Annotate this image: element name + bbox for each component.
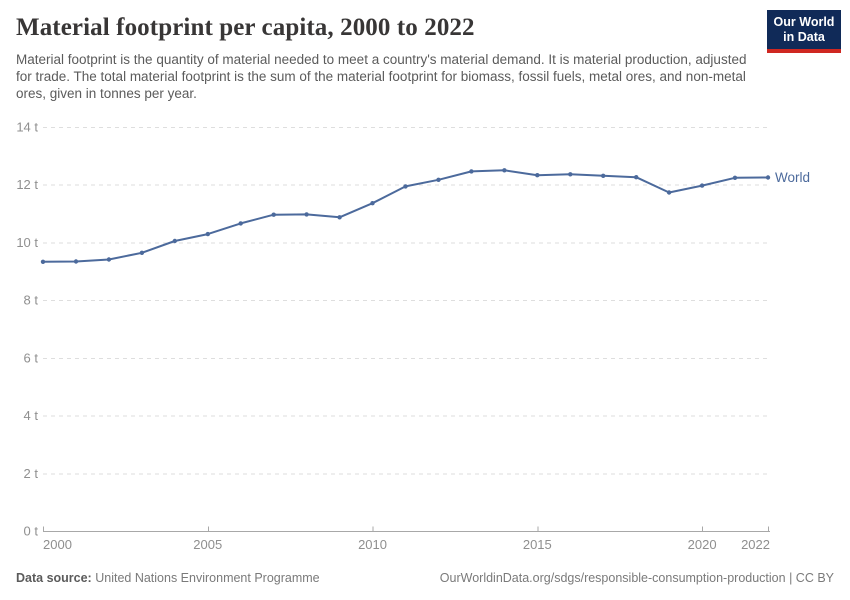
y-tick-label: 14 t bbox=[16, 120, 38, 135]
chart-footer: Data source: United Nations Environment … bbox=[16, 571, 834, 585]
data-point-marker bbox=[40, 259, 46, 264]
y-tick-label: 10 t bbox=[16, 235, 38, 250]
data-point-marker bbox=[106, 257, 112, 262]
x-tick-label: 2000 bbox=[43, 537, 72, 552]
data-point-marker bbox=[238, 221, 243, 226]
y-tick-label: 8 t bbox=[24, 293, 39, 308]
data-point-marker bbox=[568, 172, 573, 177]
x-tick-label: 2010 bbox=[358, 537, 387, 552]
y-tick-label: 12 t bbox=[16, 177, 38, 192]
chart-subtitle: Material footprint is the quantity of ma… bbox=[16, 52, 747, 102]
x-tick-label: 2005 bbox=[193, 537, 222, 552]
data-point-marker bbox=[502, 168, 507, 173]
x-tick-label: 2020 bbox=[688, 537, 717, 552]
x-tick-label: 2022 bbox=[741, 537, 770, 552]
data-point-marker bbox=[370, 201, 375, 206]
data-point-marker bbox=[205, 231, 210, 237]
page-title: Material footprint per capita, 2000 to 2… bbox=[16, 14, 475, 41]
data-point-marker bbox=[304, 212, 309, 217]
line-chart: 0 t 2 t 4 t 6 t 8 t 10 t 12 t 14 t 2000 2005 2010 2… bbox=[16, 120, 810, 553]
attribution: OurWorldinData.org/sdgs/responsible-cons… bbox=[440, 571, 834, 585]
attribution-divider: | bbox=[789, 571, 793, 585]
owid-logo[interactable]: Our World in Data bbox=[767, 10, 841, 53]
series-end-label: World bbox=[775, 170, 810, 185]
owid-logo-line2: in Data bbox=[783, 29, 825, 44]
y-tick-label: 4 t bbox=[24, 408, 39, 423]
data-point-marker bbox=[732, 175, 738, 180]
data-point-marker bbox=[337, 215, 342, 220]
y-tick-label: 0 t bbox=[24, 524, 39, 539]
x-tick-label: 2015 bbox=[523, 537, 552, 552]
y-tick-label: 6 t bbox=[24, 350, 39, 365]
data-point-marker bbox=[634, 175, 639, 180]
data-point-marker bbox=[139, 250, 145, 255]
data-point-marker bbox=[601, 173, 606, 178]
data-point-marker bbox=[172, 238, 177, 244]
data-point-marker bbox=[73, 259, 79, 264]
data-point-marker bbox=[469, 169, 474, 174]
data-point-marker bbox=[436, 177, 441, 182]
series-line bbox=[42, 169, 769, 263]
owid-logo-line1: Our World bbox=[773, 15, 835, 29]
data-point-marker bbox=[271, 212, 276, 217]
y-tick-label: 2 t bbox=[24, 466, 39, 481]
data-point-marker bbox=[535, 173, 540, 178]
data-source: Data source: United Nations Environment … bbox=[16, 571, 320, 585]
data-source-value: United Nations Environment Programme bbox=[95, 571, 320, 585]
data-point-marker bbox=[403, 184, 408, 189]
owid-url-link[interactable]: OurWorldinData.org/sdgs/responsible-cons… bbox=[439, 571, 786, 585]
license-label: CC BY bbox=[795, 571, 834, 585]
data-point-marker bbox=[699, 183, 705, 188]
data-point-marker bbox=[666, 190, 672, 195]
line-chart-figure: 0 t 2 t 4 t 6 t 8 t 10 t 12 t 14 t 2000 2005 2010 2… bbox=[0, 115, 850, 560]
data-source-label: Data source: bbox=[16, 571, 92, 585]
data-point-marker bbox=[765, 175, 771, 180]
chart-header: Material footprint per capita, 2000 to 2… bbox=[16, 14, 750, 102]
